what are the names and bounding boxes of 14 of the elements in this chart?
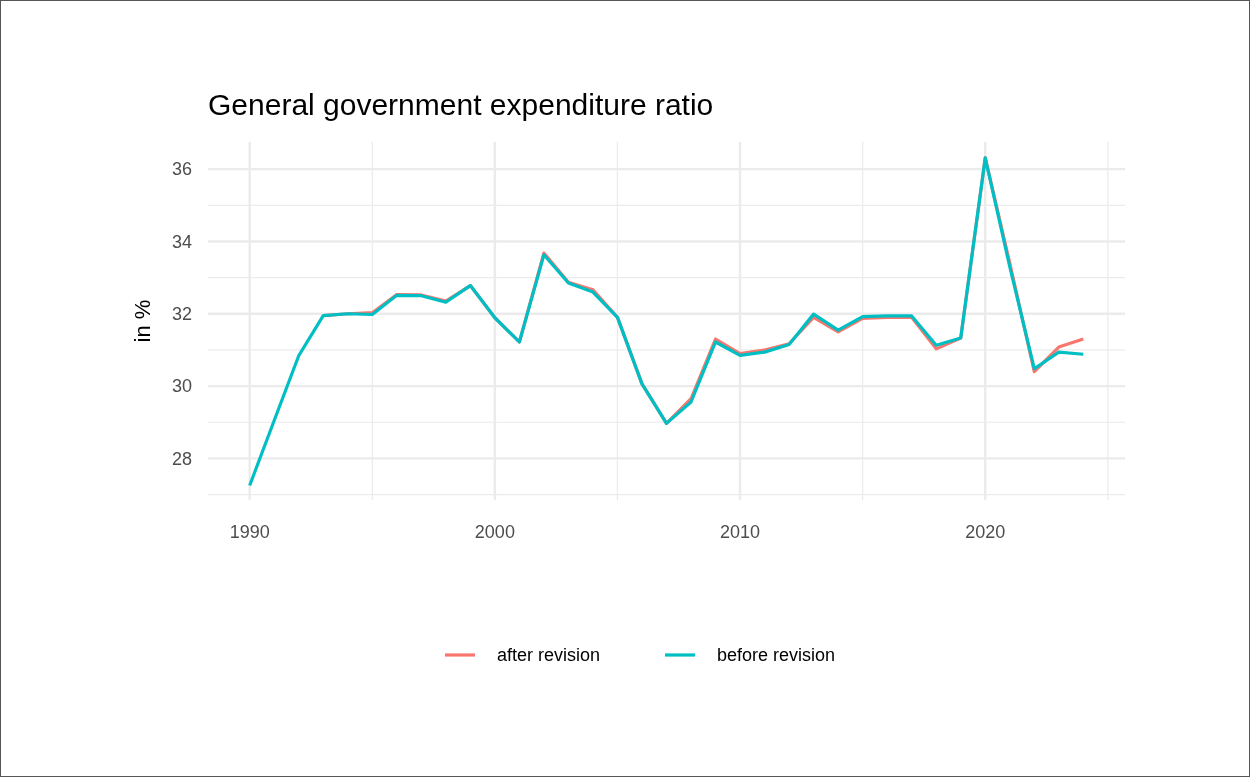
- legend-label: after revision: [497, 645, 601, 666]
- line-series: [248, 156, 1085, 488]
- x-tick-label: 2000: [474, 522, 515, 542]
- x-tick-label: 1990: [229, 522, 270, 542]
- legend-label: before revision: [717, 645, 836, 666]
- y-tick-label: 30: [171, 376, 192, 397]
- y-axis-title: in %: [130, 299, 155, 343]
- y-tick-label: 34: [171, 231, 192, 252]
- x-tick-label: 2020: [965, 522, 1006, 542]
- x-tick-label: 2010: [720, 522, 761, 542]
- y-tick-label: 28: [171, 448, 192, 469]
- y-tick-label: 36: [171, 159, 192, 180]
- chart-title: General government expenditure ratio: [208, 88, 714, 121]
- y-tick-label: 32: [171, 304, 192, 325]
